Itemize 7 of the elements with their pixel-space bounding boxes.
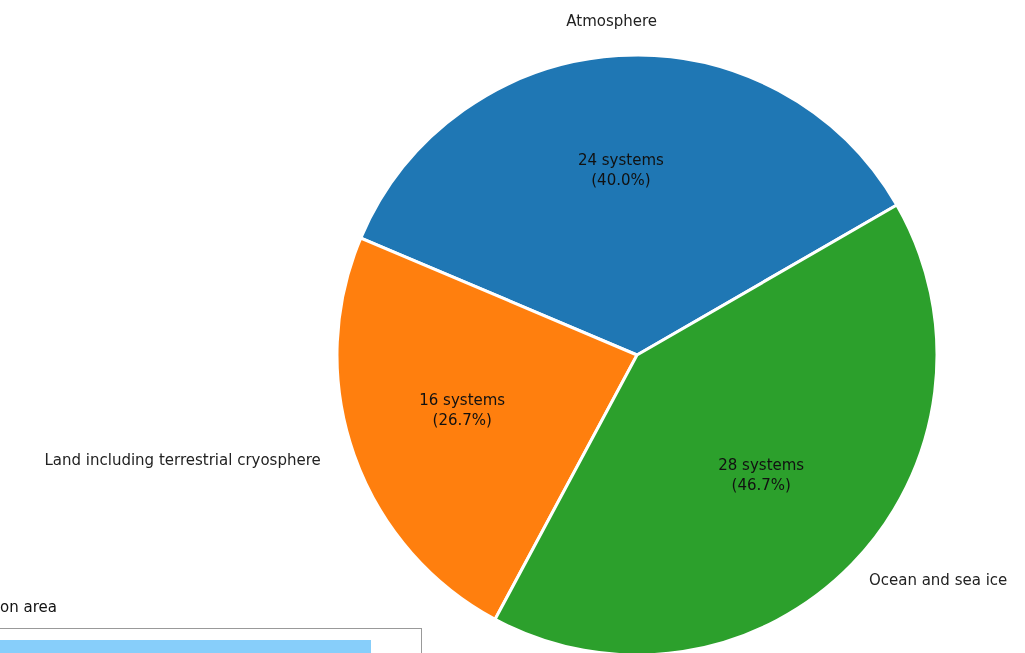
data-label: 24 systems (40.0%) (577, 151, 665, 190)
slice-label: Ocean and sea ice (868, 570, 1008, 589)
slice-label: Atmosphere (566, 11, 658, 30)
text: on area (0, 598, 57, 616)
data-label: 16 systems (26.7%) (419, 390, 506, 429)
slice-label: Land including terrestrial cryosphere (44, 450, 321, 469)
data-label: 28 systems (46.7%) (718, 456, 805, 495)
